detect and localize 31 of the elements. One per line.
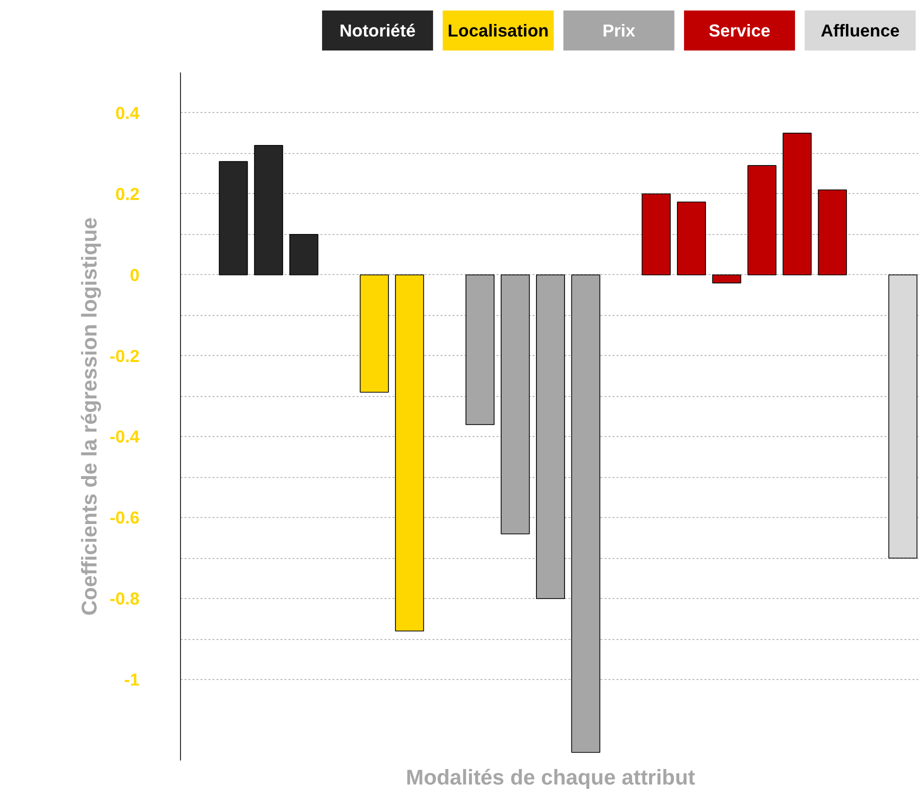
x-axis-title: Modalités de chaque attribut — [406, 766, 696, 790]
bar — [360, 274, 389, 393]
bar — [818, 189, 847, 276]
text: Localisation — [448, 20, 549, 40]
bar — [888, 274, 918, 559]
bar — [254, 144, 284, 276]
bar — [500, 274, 530, 534]
text: Affluence — [820, 20, 900, 40]
y-tick-label: 0.2 — [115, 184, 140, 204]
text: Prix — [602, 20, 636, 40]
text: Service — [708, 20, 771, 40]
y-tick-label: 0 — [130, 264, 140, 285]
y-tick-label: 0.4 — [115, 102, 140, 123]
bar — [571, 274, 600, 753]
bar — [712, 274, 742, 284]
y-tick-label: -0.4 — [110, 426, 140, 447]
y-axis-title: Coefficients de la régression logistique — [78, 217, 102, 616]
bar — [642, 194, 671, 276]
bar — [395, 274, 424, 632]
bar — [466, 274, 495, 425]
y-tick-label: -1 — [124, 670, 140, 690]
bar — [218, 161, 248, 276]
text: Notoriété — [340, 20, 416, 40]
bar — [289, 234, 318, 276]
bar — [782, 132, 812, 276]
y-tick-label: -0.2 — [110, 346, 140, 366]
bar — [747, 165, 776, 276]
y-tick-label: -0.8 — [110, 588, 140, 609]
bar — [676, 202, 706, 276]
bar — [536, 274, 565, 600]
y-tick-label: -0.6 — [110, 508, 140, 528]
